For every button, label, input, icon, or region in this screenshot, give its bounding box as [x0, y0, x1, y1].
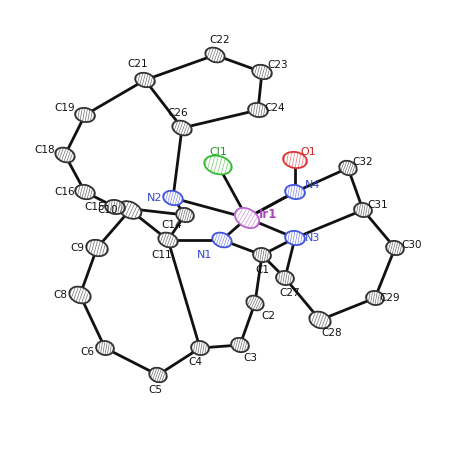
Ellipse shape: [310, 311, 331, 328]
Ellipse shape: [283, 152, 307, 168]
Text: C3: C3: [243, 353, 257, 363]
Text: C15: C15: [85, 202, 105, 212]
Text: C14: C14: [162, 220, 182, 230]
Text: C1: C1: [255, 265, 269, 275]
Ellipse shape: [366, 291, 384, 305]
Ellipse shape: [86, 240, 108, 256]
Text: C8: C8: [53, 290, 67, 300]
Ellipse shape: [75, 108, 95, 122]
Ellipse shape: [176, 208, 194, 222]
Text: N4: N4: [305, 180, 321, 190]
Ellipse shape: [276, 271, 294, 285]
Text: C31: C31: [368, 200, 388, 210]
Text: C19: C19: [55, 103, 75, 113]
Text: C9: C9: [70, 243, 84, 253]
Ellipse shape: [248, 103, 268, 117]
Ellipse shape: [386, 241, 404, 255]
Ellipse shape: [285, 231, 305, 245]
Ellipse shape: [173, 120, 191, 136]
Text: C21: C21: [128, 59, 148, 69]
Text: C11: C11: [152, 250, 173, 260]
Ellipse shape: [204, 156, 232, 174]
Text: C32: C32: [353, 157, 374, 167]
Ellipse shape: [354, 203, 372, 217]
Text: C28: C28: [322, 328, 342, 338]
Text: C16: C16: [55, 187, 75, 197]
Text: N2: N2: [147, 193, 163, 203]
Text: C6: C6: [80, 347, 94, 357]
Text: C29: C29: [380, 293, 401, 303]
Text: C26: C26: [168, 108, 188, 118]
Ellipse shape: [149, 368, 167, 382]
Text: N3: N3: [305, 233, 321, 243]
Ellipse shape: [55, 147, 75, 163]
Text: N1: N1: [197, 250, 213, 260]
Text: C23: C23: [268, 60, 288, 70]
Ellipse shape: [235, 208, 259, 228]
Ellipse shape: [205, 48, 225, 62]
Text: C2: C2: [261, 311, 275, 321]
Text: C5: C5: [148, 385, 162, 395]
Ellipse shape: [69, 287, 91, 303]
Text: Cl1: Cl1: [209, 147, 227, 157]
Ellipse shape: [252, 65, 272, 79]
Ellipse shape: [118, 201, 141, 219]
Text: C22: C22: [210, 35, 230, 45]
Ellipse shape: [163, 191, 183, 205]
Ellipse shape: [158, 233, 178, 247]
Ellipse shape: [339, 161, 357, 175]
Ellipse shape: [246, 295, 264, 311]
Ellipse shape: [212, 233, 232, 247]
Text: C18: C18: [35, 145, 55, 155]
Ellipse shape: [75, 185, 95, 199]
Ellipse shape: [135, 73, 155, 87]
Ellipse shape: [96, 341, 114, 355]
Text: Ir1: Ir1: [259, 208, 277, 222]
Text: C27: C27: [280, 288, 301, 298]
Text: C24: C24: [264, 103, 285, 113]
Text: C10: C10: [98, 205, 118, 215]
Text: C30: C30: [402, 240, 422, 250]
Text: O1: O1: [300, 147, 316, 157]
Ellipse shape: [231, 338, 249, 352]
Ellipse shape: [105, 200, 125, 214]
Ellipse shape: [285, 185, 305, 199]
Ellipse shape: [191, 341, 209, 355]
Text: C4: C4: [188, 357, 202, 367]
Ellipse shape: [253, 248, 271, 262]
